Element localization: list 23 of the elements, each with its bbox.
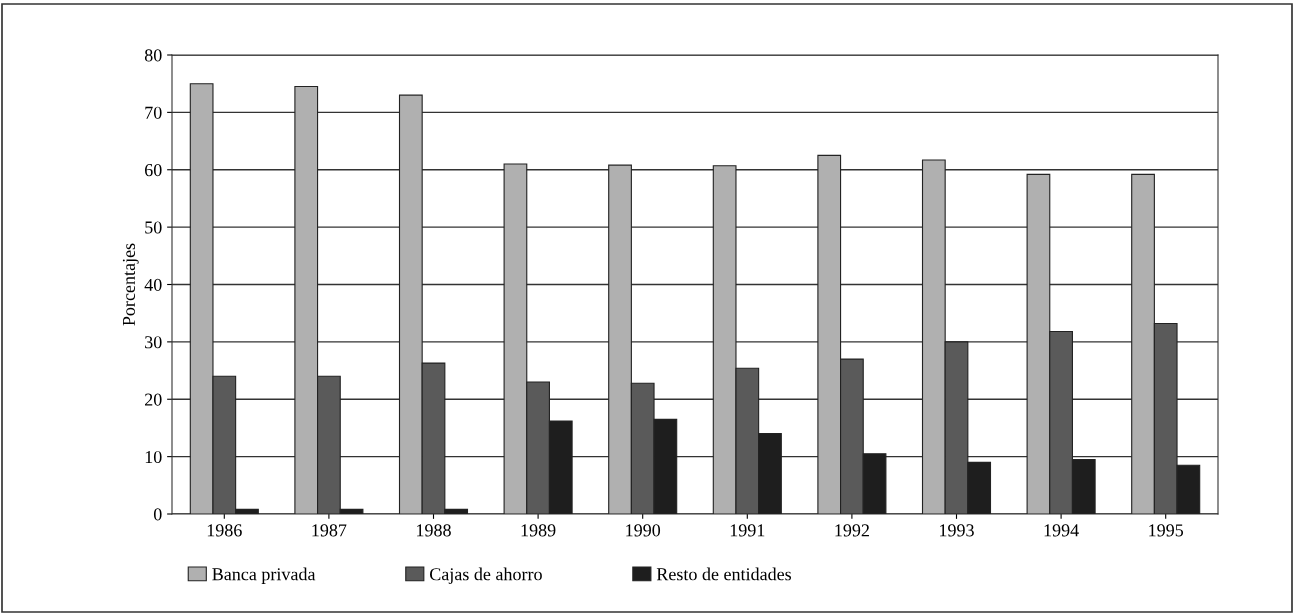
- legend-label: Banca privada: [212, 567, 316, 584]
- legend-label: Cajas de ahorro: [429, 567, 542, 584]
- x-tick-label: 1995: [1149, 524, 1184, 537]
- y-tick-label: 50: [145, 221, 162, 234]
- y-tick-label: 30: [145, 336, 162, 349]
- y-tick-label: 20: [145, 393, 162, 406]
- y-tick-label: 40: [144, 278, 162, 291]
- y-tick-label: 0: [153, 508, 162, 521]
- x-tick-label: 1994: [1044, 524, 1079, 537]
- x-tick-label: 1989: [521, 524, 556, 537]
- x-tick-label: 1987: [312, 524, 347, 537]
- y-tick-label: 80: [144, 49, 162, 62]
- y-axis-title: Porcentajes: [122, 243, 139, 326]
- x-tick-label: 1991: [730, 524, 765, 537]
- x-tick-label: 1986: [207, 524, 242, 537]
- y-tick-label: 10: [145, 450, 162, 464]
- x-tick-label: 1992: [835, 524, 869, 537]
- y-tick-label: 70: [145, 106, 162, 119]
- x-tick-label: 1988: [417, 524, 451, 537]
- legend-label: Resto de entidades: [656, 567, 792, 581]
- x-tick-label: 1990: [626, 524, 661, 537]
- x-tick-label: 1993: [940, 524, 974, 537]
- y-tick-label: 60: [145, 164, 162, 177]
